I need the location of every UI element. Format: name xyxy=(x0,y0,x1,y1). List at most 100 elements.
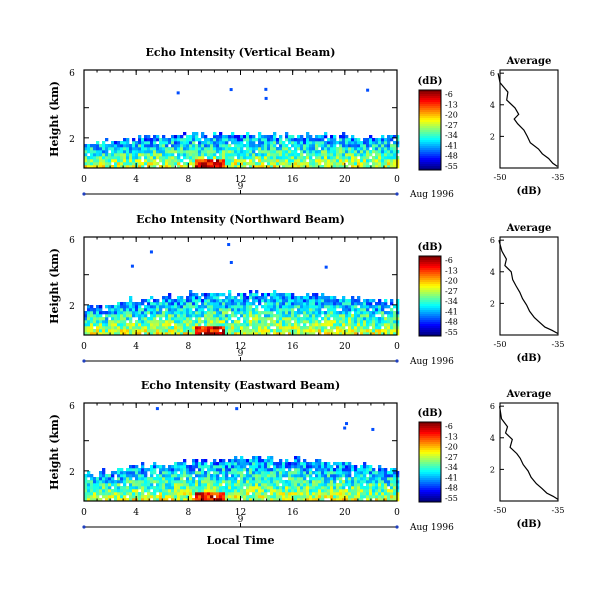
profile-x-tick-label: -50 xyxy=(494,506,507,515)
colorbar-tick-label: -27 xyxy=(445,287,458,296)
x-tick-label: 0 xyxy=(81,175,87,185)
panel-title: Echo Intensity (Northward Beam) xyxy=(136,213,345,226)
colorbar: -6-13 -20-27-34-41 -48-55 xyxy=(418,255,458,337)
colorbar-tick-label: -13 xyxy=(445,266,458,275)
x-tick-label: 20 xyxy=(339,175,351,185)
profile-line xyxy=(497,73,558,167)
y-tick-label: 6 xyxy=(69,69,75,79)
profile-x-tick-label: -35 xyxy=(552,173,565,182)
colorbar-tick-label: -13 xyxy=(445,432,458,441)
colorbar-tick-label: -34 xyxy=(445,463,458,472)
x-tick-label: 16 xyxy=(287,175,299,185)
panel-2: Echo Intensity (Northward Beam)0 4 8 12 16 20… xyxy=(48,213,564,367)
x-tick-label: 20 xyxy=(339,342,351,352)
profile-y-tick-label: 6 xyxy=(490,236,495,245)
colorbar-tick-label: -34 xyxy=(445,131,458,140)
panel-title: Echo Intensity (Vertical Beam) xyxy=(145,46,335,59)
colorbar-unit: (dB) xyxy=(418,76,443,87)
colorbar-tick-label: -6 xyxy=(445,90,453,99)
colorbar-unit: (dB) xyxy=(418,242,443,253)
x-tick-label: 12 xyxy=(235,175,246,185)
x-tick-label: 8 xyxy=(185,175,191,185)
colorbar-tick-label: -41 xyxy=(445,141,458,150)
colorbar-tick-label: -20 xyxy=(445,443,458,452)
x-axis-label: Local Time xyxy=(207,534,275,547)
colorbar: -6-13 -20-27-34-41 -48-55 xyxy=(418,89,458,171)
profile-title: Average xyxy=(506,56,552,67)
x-tick-label: 8 xyxy=(185,342,191,352)
profile-y-tick-label: 2 xyxy=(490,299,495,308)
x-tick-label: 16 xyxy=(287,508,299,518)
x-tick-label: 0 xyxy=(81,342,87,352)
panel-3: Echo Intensity (Eastward Beam) 0 4 8 12 16 20 0… xyxy=(48,379,564,547)
x-tick-label: 8 xyxy=(185,508,191,518)
date-label: Aug 1996 xyxy=(409,190,454,200)
x-tick-label: 4 xyxy=(133,175,139,185)
panel-title: Echo Intensity (Eastward Beam) xyxy=(141,379,340,392)
colorbar-tick-label: -34 xyxy=(445,297,458,306)
colorbar-tick-label: -55 xyxy=(445,162,458,171)
colorbar-tick-label: -55 xyxy=(445,494,458,503)
x-tick-label: 0 xyxy=(394,342,400,352)
y-axis-label: Height (km) xyxy=(48,248,61,324)
date-tick-label: 9 xyxy=(238,182,244,192)
profile-x-tick-label: -35 xyxy=(552,506,565,515)
colorbar-tick-label: -41 xyxy=(445,307,458,316)
profile-y-tick-label: 4 xyxy=(490,268,495,277)
colorbar-unit: (dB) xyxy=(418,408,443,419)
y-tick-label: 2 xyxy=(69,468,75,478)
colorbar-tick-label: -41 xyxy=(445,473,458,482)
colorbar-tick-label: -27 xyxy=(445,121,458,130)
y-axis-label: Height (km) xyxy=(48,81,61,157)
echo-heatmap xyxy=(84,407,400,502)
colorbar-tick-label: -20 xyxy=(445,277,458,286)
profile-frame xyxy=(499,69,559,169)
x-tick-label: 0 xyxy=(81,508,87,518)
colorbar-tick-label: -6 xyxy=(445,422,453,431)
colorbar-tick-label: -48 xyxy=(445,484,458,493)
profile-title: Average xyxy=(506,223,552,234)
profile-x-label: (dB) xyxy=(517,186,542,197)
profile-x-tick-label: -50 xyxy=(494,173,507,182)
echo-heatmap xyxy=(84,243,400,336)
x-tick-label: 12 xyxy=(235,508,246,518)
profile-x-label: (dB) xyxy=(517,353,542,364)
x-tick-label: 16 xyxy=(287,342,299,352)
y-tick-label: 2 xyxy=(69,135,75,145)
profile-title: Average xyxy=(506,389,552,400)
profile-x-label: (dB) xyxy=(517,519,542,530)
y-tick-label: 2 xyxy=(69,302,75,312)
colorbar-tick-label: -27 xyxy=(445,453,458,462)
colorbar-tick-label: -13 xyxy=(445,100,458,109)
x-tick-label: 4 xyxy=(133,508,139,518)
colorbar-tick-label: -20 xyxy=(445,111,458,120)
x-tick-label: 4 xyxy=(133,342,139,352)
date-tick-label: 9 xyxy=(238,349,244,359)
profile-frame xyxy=(499,236,559,336)
panel-1: Echo Intensity (Vertical Beam) 0 4 8 12 16 20 0… xyxy=(48,46,564,200)
date-label: Aug 1996 xyxy=(409,357,454,367)
profile-y-tick-label: 6 xyxy=(490,402,495,411)
profile-y-tick-label: 4 xyxy=(490,101,495,110)
echo-heatmap xyxy=(84,87,400,169)
profile-line xyxy=(498,240,558,334)
x-tick-label: 0 xyxy=(394,175,400,185)
profile-frame xyxy=(499,402,559,502)
date-label: Aug 1996 xyxy=(409,523,454,533)
profile-y-tick-label: 4 xyxy=(490,434,495,443)
y-tick-label: 6 xyxy=(69,402,75,412)
date-tick-label: 9 xyxy=(238,515,244,525)
x-tick-label: 0 xyxy=(394,508,400,518)
y-tick-label: 6 xyxy=(69,236,75,246)
profile-line xyxy=(499,406,559,500)
colorbar-tick-label: -55 xyxy=(445,328,458,337)
x-tick-label: 12 xyxy=(235,342,246,352)
y-axis-label: Height (km) xyxy=(48,414,61,490)
profile-x-tick-label: -35 xyxy=(552,340,565,349)
colorbar-tick-label: -48 xyxy=(445,318,458,327)
profile-y-tick-label: 2 xyxy=(490,132,495,141)
colorbar: -6-13 -20-27-34-41 -48-55 xyxy=(418,421,458,503)
colorbar-tick-label: -6 xyxy=(445,256,453,265)
colorbar-tick-label: -48 xyxy=(445,152,458,161)
